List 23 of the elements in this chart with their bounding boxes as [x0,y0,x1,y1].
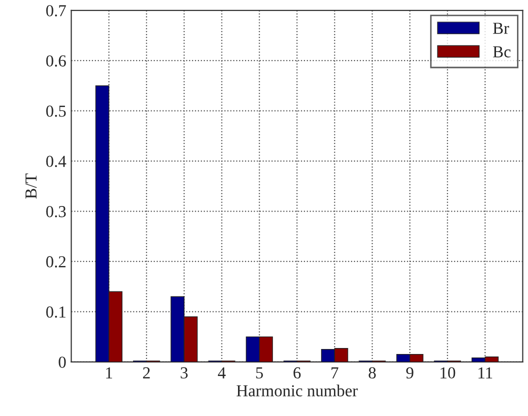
x-tick-label: 6 [294,367,301,379]
y-tick-label: 0.7 [46,5,66,16]
x-tick-label: 9 [406,367,414,379]
x-tick-label: 4 [218,367,226,378]
y-axis-title: B/T [25,173,37,199]
x-axis-title: Harmonic number [236,384,358,396]
x-tick-label: 3 [180,367,188,379]
x-tick-label: 8 [368,367,376,379]
x-tick-label: 2 [143,367,150,378]
x-tick-label: 11 [478,367,492,378]
legend-label: Br [493,22,510,34]
y-tick-label: 0.2 [46,256,66,268]
y-tick-label: 0.1 [46,306,66,318]
x-tick-label: 1 [106,367,112,378]
x-tick-label: 7 [332,367,338,378]
legend-label: Bc [493,46,511,58]
y-tick-label: 0.6 [46,55,66,67]
y-tick-label: 0.5 [46,106,66,117]
y-tick-label: 0.3 [46,206,66,218]
x-tick-label: 10 [440,367,456,379]
x-tick-label: 5 [256,367,263,379]
y-tick-label: 0.4 [46,156,66,168]
y-tick-label: 0 [58,356,66,368]
